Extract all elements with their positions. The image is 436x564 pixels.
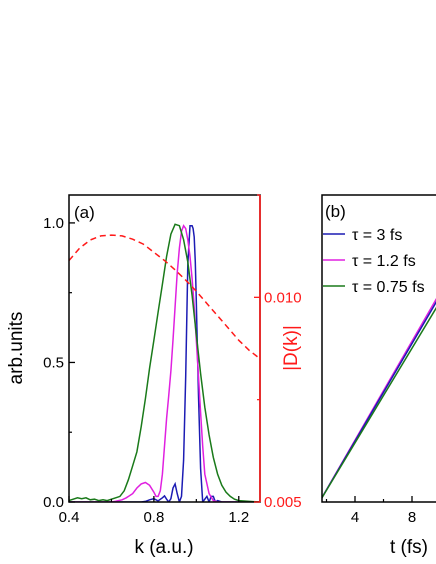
panel-b-label: (b) <box>325 202 346 221</box>
y2-tick-label: 0.005 <box>264 494 302 511</box>
series-line-a-1 <box>69 224 260 502</box>
y-tick-label-a: 0.0 <box>43 494 64 511</box>
series-line-a-2 <box>69 223 260 502</box>
x-tick-label-b: 4 <box>351 509 359 526</box>
series-line-b-0 <box>322 298 436 499</box>
y2-tick-label: 0.010 <box>264 289 302 306</box>
panel-a-label: (a) <box>74 203 95 222</box>
x-tick-label-a: 1.2 <box>228 509 249 526</box>
legend: τ = 3 fs τ = 1.2 fs τ = 0.75 fs <box>323 227 425 296</box>
legend-label: τ = 0.75 fs <box>352 279 425 296</box>
series-line-a-3 <box>69 234 260 360</box>
y-axis-title-a: arb.units <box>6 312 27 385</box>
legend-label: τ = 3 fs <box>352 227 402 244</box>
y2-axis-title: |D(k)| <box>281 325 302 371</box>
x-axis-title-b: t (fs) <box>390 537 428 558</box>
legend-label: τ = 1.2 fs <box>352 253 416 270</box>
panel-b-frame <box>321 194 436 503</box>
series-line-b-1 <box>322 301 436 500</box>
panel-a: 0.4 0.8 1.2 0.0 0.5 1.0 0.005 0.010 (a) k (a.u.… <box>6 194 302 558</box>
series-line-b-2 <box>322 306 436 500</box>
x-tick-label-b: 8 <box>408 509 416 526</box>
panel-b: 4 8 (b) τ = 3 fs τ = 1.2 fs τ = 0.75 fs t (… <box>321 194 436 558</box>
x-axis-title-a: k (a.u.) <box>134 537 193 558</box>
y-tick-label-a: 1.0 <box>43 215 64 232</box>
x-tick-label-a: 0.8 <box>143 509 164 526</box>
series-line-a-0 <box>69 224 260 502</box>
y-tick-label-a: 0.5 <box>43 354 64 371</box>
x-tick-label-a: 0.4 <box>59 509 80 526</box>
